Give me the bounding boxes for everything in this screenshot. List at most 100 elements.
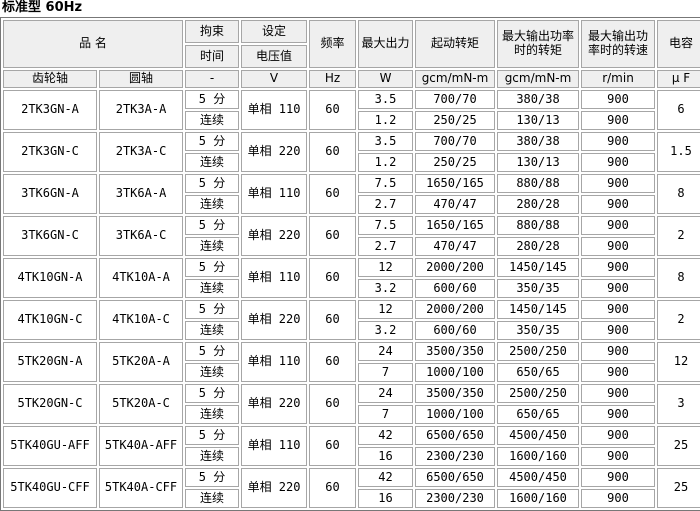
cell-capacitance: 12 bbox=[657, 342, 700, 382]
spec-table: 品 名 拘束 设定 频率 最大出力 起动转矩 最大输出功率时的转矩 最大输出功率… bbox=[0, 17, 700, 511]
cell-capacitance: 2 bbox=[657, 300, 700, 340]
page-title: 标准型 60Hz bbox=[2, 0, 83, 15]
cell-round-model: 5TK40A-CFF bbox=[99, 468, 184, 508]
cell-time-5min: 5 分 bbox=[185, 384, 240, 403]
cell-speed-at-max: 900 bbox=[581, 132, 656, 151]
cell-starting-torque: 1650/165 bbox=[415, 216, 496, 235]
cell-max-output: 7.5 bbox=[358, 174, 414, 193]
unit-restraint-time: - bbox=[185, 70, 240, 88]
cell-torque-at-max: 130/13 bbox=[497, 153, 580, 172]
cell-time-5min: 5 分 bbox=[185, 426, 240, 445]
cell-frequency: 60 bbox=[309, 468, 357, 508]
cell-time-5min: 5 分 bbox=[185, 468, 240, 487]
cell-gear-model: 5TK20GN-C bbox=[3, 384, 97, 424]
cell-torque-at-max: 350/35 bbox=[497, 321, 580, 340]
cell-voltage: 单相 220 bbox=[241, 384, 308, 424]
cell-torque-at-max: 1450/145 bbox=[497, 300, 580, 319]
table-row: 连续 1.2 250/25 130/13 900 bbox=[3, 153, 700, 172]
cell-gear-model: 5TK20GN-A bbox=[3, 342, 97, 382]
cell-starting-torque: 470/47 bbox=[415, 195, 496, 214]
cell-time-continuous: 连续 bbox=[185, 237, 240, 256]
cell-voltage: 单相 110 bbox=[241, 258, 308, 298]
cell-max-output: 24 bbox=[358, 342, 414, 361]
header-product-name: 品 名 bbox=[3, 20, 184, 68]
table-row: 5TK20GN-A 5TK20A-A 5 分 单相 110 60 24 3500… bbox=[3, 342, 700, 382]
cell-gear-model: 2TK3GN-C bbox=[3, 132, 97, 172]
cell-max-output: 7 bbox=[358, 363, 414, 382]
cell-torque-at-max: 880/88 bbox=[497, 174, 580, 193]
units-row: 齿轮轴 圆轴 - V Hz W gcm/mN-m gcm/mN-m r/min … bbox=[3, 70, 700, 88]
table-row: 连续 1.2 250/25 130/13 900 bbox=[3, 111, 700, 130]
cell-torque-at-max: 2500/250 bbox=[497, 342, 580, 361]
cell-round-model: 3TK6A-A bbox=[99, 174, 184, 214]
cell-speed-at-max: 900 bbox=[581, 111, 656, 130]
cell-starting-torque: 250/25 bbox=[415, 153, 496, 172]
cell-torque-at-max: 4500/450 bbox=[497, 426, 580, 445]
cell-round-model: 5TK20A-C bbox=[99, 384, 184, 424]
cell-voltage: 单相 220 bbox=[241, 300, 308, 340]
cell-voltage: 单相 110 bbox=[241, 426, 308, 466]
table-row: 5TK40GU-AFF 5TK40A-AFF 5 分 单相 110 60 42 … bbox=[3, 426, 700, 466]
cell-torque-at-max: 1600/160 bbox=[497, 447, 580, 466]
cell-voltage: 单相 220 bbox=[241, 216, 308, 256]
cell-torque-at-max: 130/13 bbox=[497, 111, 580, 130]
cell-voltage: 单相 220 bbox=[241, 468, 308, 508]
cell-time-5min: 5 分 bbox=[185, 258, 240, 277]
table-row: 连续 16 2300/230 1600/160 900 bbox=[3, 447, 700, 466]
cell-time-continuous: 连续 bbox=[185, 321, 240, 340]
cell-torque-at-max: 650/65 bbox=[497, 405, 580, 424]
cell-time-5min: 5 分 bbox=[185, 216, 240, 235]
cell-time-5min: 5 分 bbox=[185, 90, 240, 109]
cell-max-output: 1.2 bbox=[358, 153, 414, 172]
cell-time-5min: 5 分 bbox=[185, 300, 240, 319]
cell-capacitance: 1.5 bbox=[657, 132, 700, 172]
cell-torque-at-max: 380/38 bbox=[497, 90, 580, 109]
header-row-2: 时间 电压值 bbox=[3, 45, 700, 68]
cell-frequency: 60 bbox=[309, 258, 357, 298]
cell-speed-at-max: 900 bbox=[581, 237, 656, 256]
cell-voltage: 单相 110 bbox=[241, 342, 308, 382]
header-restraint-line1: 拘束 bbox=[185, 20, 240, 43]
cell-speed-at-max: 900 bbox=[581, 321, 656, 340]
cell-max-output: 42 bbox=[358, 426, 414, 445]
cell-torque-at-max: 280/28 bbox=[497, 195, 580, 214]
table-row: 3TK6GN-C 3TK6A-C 5 分 单相 220 60 7.5 1650/… bbox=[3, 216, 700, 256]
cell-round-model: 5TK20A-A bbox=[99, 342, 184, 382]
cell-capacitance: 3 bbox=[657, 384, 700, 424]
unit-speed-at-max: r/min bbox=[581, 70, 656, 88]
table-row: 2TK3GN-A 2TK3A-A 5 分 单相 110 60 3.5 700/7… bbox=[3, 90, 700, 130]
cell-frequency: 60 bbox=[309, 300, 357, 340]
cell-max-output: 3.5 bbox=[358, 132, 414, 151]
table-row: 4TK10GN-A 4TK10A-A 5 分 单相 110 60 12 2000… bbox=[3, 258, 700, 298]
cell-max-output: 1.2 bbox=[358, 111, 414, 130]
unit-gear-shaft: 齿轮轴 bbox=[3, 70, 97, 88]
cell-round-model: 2TK3A-C bbox=[99, 132, 184, 172]
cell-speed-at-max: 900 bbox=[581, 426, 656, 445]
cell-max-output: 3.2 bbox=[358, 321, 414, 340]
cell-torque-at-max: 4500/450 bbox=[497, 468, 580, 487]
table-row: 连续 16 2300/230 1600/160 900 bbox=[3, 489, 700, 508]
unit-torque-at-max: gcm/mN-m bbox=[497, 70, 580, 88]
cell-starting-torque: 2300/230 bbox=[415, 489, 496, 508]
cell-torque-at-max: 280/28 bbox=[497, 237, 580, 256]
cell-time-continuous: 连续 bbox=[185, 153, 240, 172]
cell-round-model: 4TK10A-A bbox=[99, 258, 184, 298]
cell-time-5min: 5 分 bbox=[185, 132, 240, 151]
cell-frequency: 60 bbox=[309, 132, 357, 172]
cell-starting-torque: 3500/350 bbox=[415, 384, 496, 403]
cell-starting-torque: 6500/650 bbox=[415, 426, 496, 445]
cell-max-output: 24 bbox=[358, 384, 414, 403]
cell-speed-at-max: 900 bbox=[581, 342, 656, 361]
cell-gear-model: 4TK10GN-C bbox=[3, 300, 97, 340]
cell-speed-at-max: 900 bbox=[581, 300, 656, 319]
header-torque-at-max: 最大输出功率时的转矩 bbox=[497, 20, 580, 68]
cell-starting-torque: 700/70 bbox=[415, 132, 496, 151]
cell-speed-at-max: 900 bbox=[581, 279, 656, 298]
cell-capacitance: 8 bbox=[657, 258, 700, 298]
cell-speed-at-max: 900 bbox=[581, 489, 656, 508]
cell-speed-at-max: 900 bbox=[581, 90, 656, 109]
cell-time-continuous: 连续 bbox=[185, 279, 240, 298]
table-row: 4TK10GN-C 4TK10A-C 5 分 单相 220 60 12 2000… bbox=[3, 300, 700, 340]
cell-max-output: 3.5 bbox=[358, 90, 414, 109]
cell-torque-at-max: 1450/145 bbox=[497, 258, 580, 277]
